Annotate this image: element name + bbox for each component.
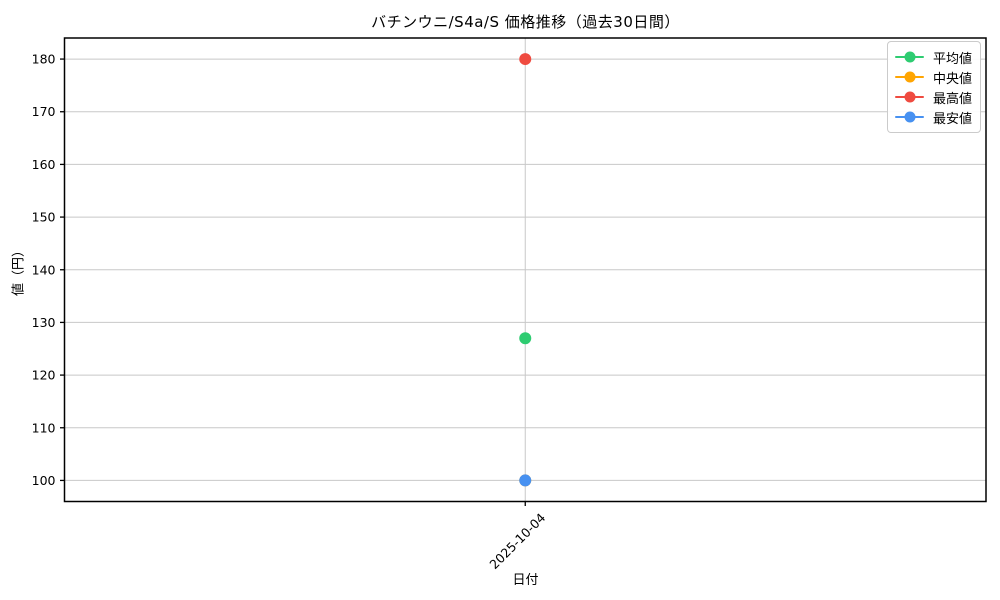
chart-title: バチンウニ/S4a/S 価格推移（過去30日間） [371, 13, 680, 31]
point-average [519, 332, 532, 345]
y-tick-label: 150 [32, 210, 56, 225]
x-tick-label: 2025-10-04 [486, 510, 548, 572]
legend-label-max: 最高値 [933, 91, 973, 107]
legend-dot-average [904, 51, 915, 63]
y-tick-label: 180 [32, 52, 56, 67]
y-tick-label: 130 [32, 315, 56, 330]
legend-dot-max [904, 91, 915, 103]
x-axis-label: 日付 [512, 573, 539, 588]
legend: 平均値中央値最高値最安値 [887, 41, 982, 133]
plot-border [63, 37, 987, 503]
legend-label-min: 最安値 [933, 111, 973, 127]
legend-item-median: 中央値 [895, 67, 972, 87]
legend-label-median: 中央値 [933, 71, 973, 87]
legend-marker-max [895, 91, 924, 103]
legend-marker-min [895, 111, 924, 123]
y-tick-label: 120 [32, 368, 56, 383]
y-tick-label: 170 [32, 104, 56, 119]
legend-dot-median [904, 71, 915, 83]
point-max [519, 53, 532, 66]
legend-item-max: 最高値 [895, 87, 972, 107]
y-tick-label: 160 [32, 157, 56, 172]
legend-dot-min [904, 111, 915, 123]
y-tick-label: 140 [32, 262, 56, 277]
y-tick-label: 100 [32, 473, 56, 488]
y-tick-label: 110 [32, 420, 56, 435]
legend-item-average: 平均値 [895, 47, 972, 67]
legend-item-min: 最安値 [895, 107, 972, 127]
point-min [519, 474, 532, 487]
legend-marker-average [895, 51, 924, 63]
legend-marker-median [895, 71, 924, 83]
legend-label-average: 平均値 [933, 51, 973, 67]
